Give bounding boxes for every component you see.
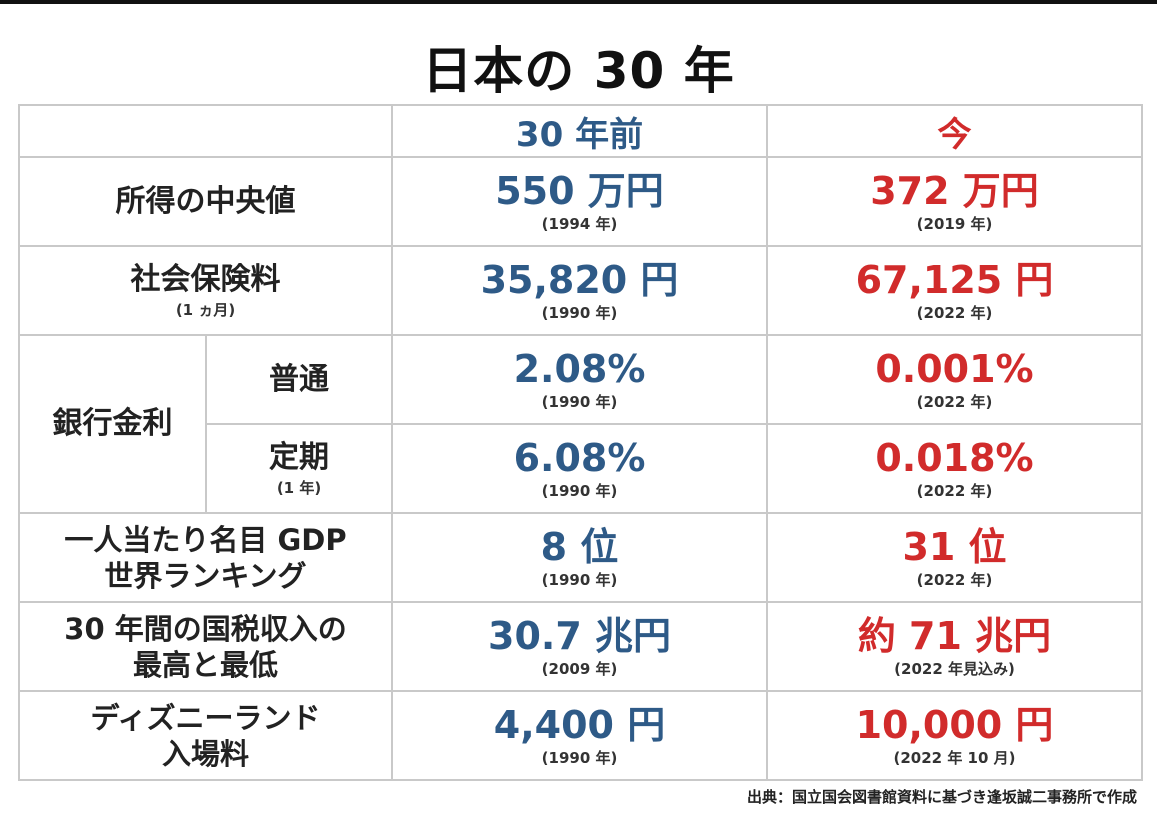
bank-fixed-now-cell: 0.018% (2022 年) <box>766 423 1143 514</box>
disney-then-cell: 4,400 円 (1990 年) <box>391 690 768 781</box>
tax-now-year: (2022 年見込み) <box>894 659 1015 678</box>
bank-fixed-label-cell: 定期 (1 年) <box>205 423 393 514</box>
gdp-label-line1: 一人当たり名目 GDP <box>64 522 347 557</box>
bank-fixed-now-year: (2022 年) <box>916 481 993 500</box>
gdp-label-cell: 一人当たり名目 GDP 世界ランキング <box>18 512 393 603</box>
disney-label-cell: ディズニーランド 入場料 <box>18 690 393 781</box>
social-insurance-label-cell: 社会保険料 (1 ヵ月) <box>18 245 393 336</box>
disney-then-year: (1990 年) <box>541 748 618 767</box>
gdp-now-year: (2022 年) <box>916 570 993 589</box>
tax-then-year: (2009 年) <box>541 659 618 678</box>
bank-fixed-now-value: 0.018% <box>875 435 1034 480</box>
income-then-year: (1994 年) <box>541 214 618 233</box>
disney-then-value: 4,400 円 <box>493 702 666 747</box>
income-then-value: 550 万円 <box>495 168 664 213</box>
bank-rate-label-cell: 銀行金利 <box>18 334 207 514</box>
bank-ordinary-then-year: (1990 年) <box>541 392 618 411</box>
bank-ordinary-then-cell: 2.08% (1990 年) <box>391 334 768 425</box>
disney-now-value: 10,000 円 <box>855 702 1054 747</box>
income-then-cell: 550 万円 (1994 年) <box>391 156 768 247</box>
social-insurance-now-value: 67,125 円 <box>855 257 1054 302</box>
social-insurance-then-value: 35,820 円 <box>480 257 679 302</box>
table-row-tax: 30 年間の国税収入の 最高と最低 30.7 兆円 (2009 年) 約 71 … <box>18 601 1143 692</box>
social-insurance-now-cell: 67,125 円 (2022 年) <box>766 245 1143 336</box>
table-row-income: 所得の中央値 550 万円 (1994 年) 372 万円 (2019 年) <box>18 156 1143 247</box>
bank-rate-label: 銀行金利 <box>52 406 173 441</box>
social-insurance-label: 社会保険料 <box>130 261 281 297</box>
bank-fixed-then-year: (1990 年) <box>541 481 618 500</box>
gdp-now-cell: 31 位 (2022 年) <box>766 512 1143 603</box>
bank-ordinary-now-value: 0.001% <box>875 346 1034 391</box>
gdp-now-value: 31 位 <box>902 524 1007 569</box>
tax-now-value: 約 71 兆円 <box>857 613 1052 658</box>
header-row: 30 年前 今 <box>18 104 1143 158</box>
source-note: 出典：国立国会図書館資料に基づき逢坂誠二事務所で作成 <box>746 788 1137 806</box>
social-insurance-then-year: (1990 年) <box>541 303 618 322</box>
header-empty-cell <box>18 104 393 158</box>
social-insurance-then-cell: 35,820 円 (1990 年) <box>391 245 768 336</box>
bank-ordinary-label: 普通 <box>269 361 329 397</box>
gdp-then-year: (1990 年) <box>541 570 618 589</box>
tax-then-value: 30.7 兆円 <box>488 613 671 658</box>
disney-now-cell: 10,000 円 (2022 年 10 月) <box>766 690 1143 781</box>
disney-label-line1: ディズニーランド <box>90 700 321 735</box>
social-insurance-now-year: (2022 年) <box>916 303 993 322</box>
header-now: 今 <box>937 114 972 155</box>
table-row-gdp: 一人当たり名目 GDP 世界ランキング 8 位 (1990 年) 31 位 (2… <box>18 512 1143 603</box>
bank-fixed-sub-label: (1 年) <box>276 478 322 497</box>
gdp-label-line2: 世界ランキング <box>104 558 307 593</box>
tax-label-cell: 30 年間の国税収入の 最高と最低 <box>18 601 393 692</box>
top-border <box>0 0 1157 4</box>
income-label-cell: 所得の中央値 <box>18 156 393 247</box>
income-now-cell: 372 万円 (2019 年) <box>766 156 1143 247</box>
bank-fixed-label: 定期 <box>269 439 329 475</box>
page-title: 日本の 30 年 <box>422 42 735 100</box>
income-now-year: (2019 年) <box>916 214 993 233</box>
header-now-cell: 今 <box>766 104 1143 158</box>
income-label: 所得の中央値 <box>115 183 296 219</box>
comparison-table: 30 年前 今 所得の中央値 550 万円 (1994 年) 372 万円 (2… <box>18 104 1143 781</box>
bank-ordinary-now-cell: 0.001% (2022 年) <box>766 334 1143 425</box>
bank-ordinary-now-year: (2022 年) <box>916 392 993 411</box>
social-insurance-sub-label: (1 ヵ月) <box>175 300 236 319</box>
disney-now-year: (2022 年 10 月) <box>893 748 1016 767</box>
bank-ordinary-then-value: 2.08% <box>513 346 646 391</box>
tax-now-cell: 約 71 兆円 (2022 年見込み) <box>766 601 1143 692</box>
tax-then-cell: 30.7 兆円 (2009 年) <box>391 601 768 692</box>
income-now-value: 372 万円 <box>870 168 1039 213</box>
table-row-social-insurance: 社会保険料 (1 ヵ月) 35,820 円 (1990 年) 67,125 円 … <box>18 245 1143 336</box>
disney-label-line2: 入場料 <box>161 736 249 771</box>
table-row-bank-fixed: 定期 (1 年) 6.08% (1990 年) 0.018% (2022 年) <box>19 423 1143 514</box>
gdp-then-cell: 8 位 (1990 年) <box>391 512 768 603</box>
bank-ordinary-label-cell: 普通 <box>205 334 393 425</box>
tax-label-line1: 30 年間の国税収入の <box>64 611 347 646</box>
table-row-disney: ディズニーランド 入場料 4,400 円 (1990 年) 10,000 円 (… <box>18 690 1143 781</box>
header-then-cell: 30 年前 <box>391 104 768 158</box>
gdp-then-value: 8 位 <box>540 524 619 569</box>
table-row-bank-ordinary: 銀行金利 普通 2.08% (1990 年) 0.001% (2022 年) <box>18 334 1143 514</box>
header-then: 30 年前 <box>515 114 644 155</box>
bank-fixed-then-cell: 6.08% (1990 年) <box>391 423 768 514</box>
bank-fixed-then-value: 6.08% <box>513 435 646 480</box>
tax-label-line2: 最高と最低 <box>132 647 278 682</box>
